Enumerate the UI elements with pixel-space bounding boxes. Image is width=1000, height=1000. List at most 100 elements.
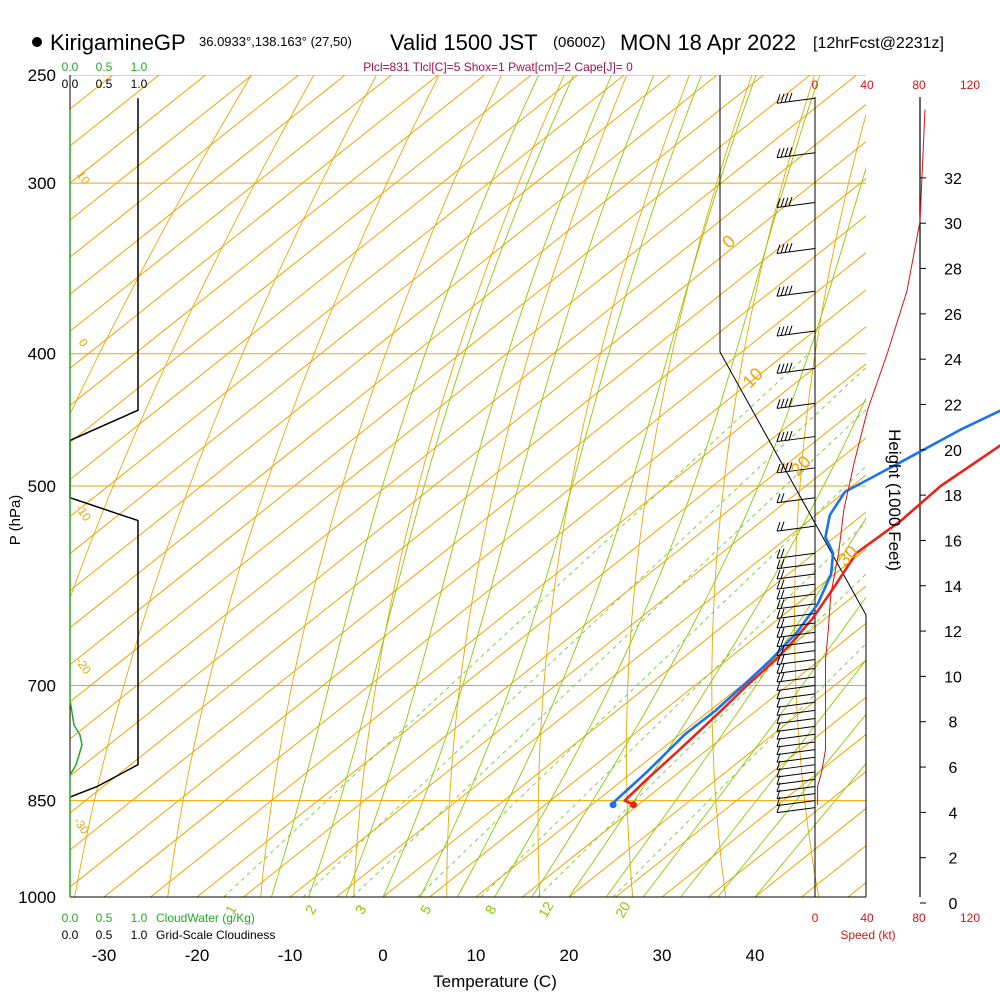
cloudiness-label: Grid-Scale Cloudiness: [156, 928, 275, 942]
wind-barb-feather: [780, 627, 785, 638]
height-tick-label: 26: [944, 307, 962, 324]
isotherm-line: [336, 474, 866, 897]
adiabat-label: 20: [787, 452, 815, 480]
forecast-run: [12hrFcst@2231z]: [813, 35, 944, 52]
wind-barb-feather: [776, 714, 781, 724]
wind-barb-feather: [776, 94, 781, 104]
isotherm-line: [70, 75, 811, 666]
cloudwater-scale-top: 0.0: [62, 60, 79, 74]
wind-barb-staff: [776, 552, 816, 559]
wind-barb-feather: [788, 147, 793, 157]
isotherm-line: [70, 75, 857, 703]
isotherm-line: [429, 548, 866, 897]
x-axis-label: Temperature (C): [433, 972, 557, 991]
isotherm-line: [70, 75, 764, 629]
height-tick-label: 6: [949, 760, 958, 777]
cloudiness-scale-top: 1.0: [131, 77, 148, 91]
cloudiness-scale-bottom: 0.5: [96, 928, 113, 942]
wind-barb-staff: [776, 800, 816, 807]
wind-barb-staff: [776, 97, 816, 104]
adiabat-label: 0: [718, 231, 739, 252]
wind-barb-feather: [776, 753, 781, 763]
isotherm-line: [70, 75, 718, 592]
wind-barb-feather: [776, 549, 781, 559]
isotherm-line: [895, 75, 1000, 897]
mixing-ratio-line: [302, 367, 866, 897]
cloudwater-line: [69, 110, 83, 897]
wind-barb-feather: [776, 463, 781, 474]
wind-barb-staff: [776, 525, 816, 532]
wind-barb-staff: [776, 367, 816, 374]
cloudwater-label: CloudWater (g/Kg): [156, 911, 255, 925]
isotherm-line: [661, 733, 866, 897]
wind-barb-feather: [776, 782, 781, 792]
mixing-ratio-label: 8: [482, 902, 500, 917]
isotherm-line: [847, 882, 866, 897]
isotherm-line: [70, 75, 439, 369]
height-tick-label: 4: [949, 805, 958, 822]
wind-barb-feather: [788, 196, 793, 207]
wind-barb-feather: [780, 93, 785, 103]
sounding-indices: Plcl=831 Tlcl[C]=5 Shox=1 Pwat[cm]=2 Cap…: [363, 60, 633, 74]
pressure-tick-label: 400: [28, 345, 56, 364]
pressure-tick-label: 850: [28, 792, 56, 811]
wind-barb-feather: [780, 599, 785, 609]
isotherm-line: [475, 585, 866, 897]
mixing-ratio-label: 20: [612, 899, 634, 921]
wind-barb-feather: [776, 287, 781, 297]
speed-tick-label-bottom: 120: [960, 911, 980, 925]
mixing-ratio-line: [612, 643, 866, 897]
moist-adiabat-line: [680, 659, 866, 897]
cloudiness-scale-top: 0.0: [62, 77, 79, 91]
wind-barb-staff: [776, 756, 816, 763]
wind-barb-feather: [784, 431, 789, 441]
wind-barb-feather: [780, 608, 785, 619]
dry-adiabat-line: [260, 75, 502, 897]
speed-tick-label-bottom: 0: [812, 911, 819, 925]
profiles: [609, 409, 1000, 809]
wind-barb-feather: [776, 737, 781, 748]
moist-adiabat-line: [382, 75, 655, 897]
cloudiness-scale-bottom: 1.0: [131, 928, 148, 942]
height-tick-label: 22: [944, 397, 962, 414]
isotherm-line: [70, 75, 299, 258]
wind-barb-staff: [776, 248, 816, 255]
wind-barb-staff: [776, 749, 816, 756]
isotherm-line: [150, 326, 866, 897]
valid-date: MON 18 Apr 2022: [620, 30, 796, 55]
wind-barb-feather: [776, 775, 781, 785]
isotherm-line: [70, 75, 392, 332]
wind-barb-feather: [780, 618, 785, 628]
height-axis-label: Height (1000 Feet): [885, 429, 904, 571]
wind-barb-staff: [776, 778, 816, 785]
wind-barb-feather: [788, 462, 793, 472]
height-tick-label: 30: [944, 216, 962, 233]
temperature-tick-label: -10: [278, 946, 303, 965]
temperature-tick-label: 40: [746, 946, 765, 965]
wind-barb-feather: [776, 646, 781, 656]
isotherm-line: [196, 363, 866, 897]
wind-barb-staff: [776, 631, 816, 638]
wind-barb-staff: [776, 436, 816, 443]
wind-barb-feather: [788, 285, 793, 295]
wind-barb-feather: [776, 664, 781, 674]
wind-barb-feather: [776, 681, 781, 691]
wind-barb-feather: [776, 579, 781, 590]
wind-barb-feather: [776, 148, 781, 158]
temperature-tick-label: -30: [92, 946, 117, 965]
mixing-ratio-line: [417, 465, 866, 897]
wind-barb-feather: [788, 362, 793, 372]
wind-barb-staff: [776, 290, 816, 297]
dry-adiabat-line: [625, 75, 753, 897]
wind-barb-staff: [776, 497, 816, 504]
speed-tick-label-top: 120: [960, 78, 980, 92]
wind-barb-feather: [776, 760, 781, 770]
wind-barb-feather: [776, 730, 781, 740]
moist-adiabat-line: [531, 166, 866, 897]
isotherm-line: [522, 622, 866, 897]
wind-barb-staff: [776, 593, 816, 600]
dry-adiabat-line: [353, 75, 565, 897]
wind-barb-feather: [780, 521, 785, 531]
isotherm-line: [289, 437, 866, 897]
wind-barb-staff: [776, 402, 816, 409]
